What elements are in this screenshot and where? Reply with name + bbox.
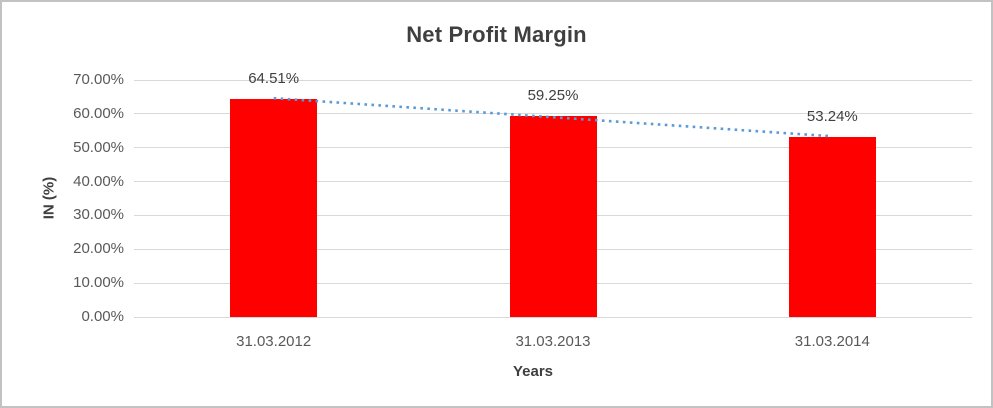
y-tick-label: 50.00%: [73, 138, 124, 156]
x-tick-label: 31.03.2014: [794, 333, 870, 350]
y-tick-label: 60.00%: [73, 104, 124, 122]
bar-value-label: 53.24%: [806, 107, 858, 125]
y-tick-label: 20.00%: [73, 240, 124, 258]
bar[interactable]: [509, 116, 597, 317]
bar-value-label: 64.51%: [248, 69, 300, 87]
chart-title: Net Profit Margin: [406, 22, 587, 47]
y-tick-label: 30.00%: [73, 206, 124, 224]
y-tick-label: 70.00%: [73, 71, 124, 88]
bar-value-label: 59.25%: [527, 87, 579, 105]
bar[interactable]: [788, 136, 876, 317]
x-tick-label: 31.03.2012: [236, 333, 312, 350]
gridline: [134, 79, 972, 81]
x-axis-title: Years: [512, 363, 554, 380]
y-tick-label: 40.00%: [73, 172, 124, 190]
bar[interactable]: [230, 98, 318, 317]
y-tick-label: 0.00%: [81, 308, 124, 325]
x-axis-line: [134, 316, 972, 318]
x-tick-label: 31.03.2013: [515, 333, 591, 350]
y-tick-label: 10.00%: [73, 274, 124, 292]
